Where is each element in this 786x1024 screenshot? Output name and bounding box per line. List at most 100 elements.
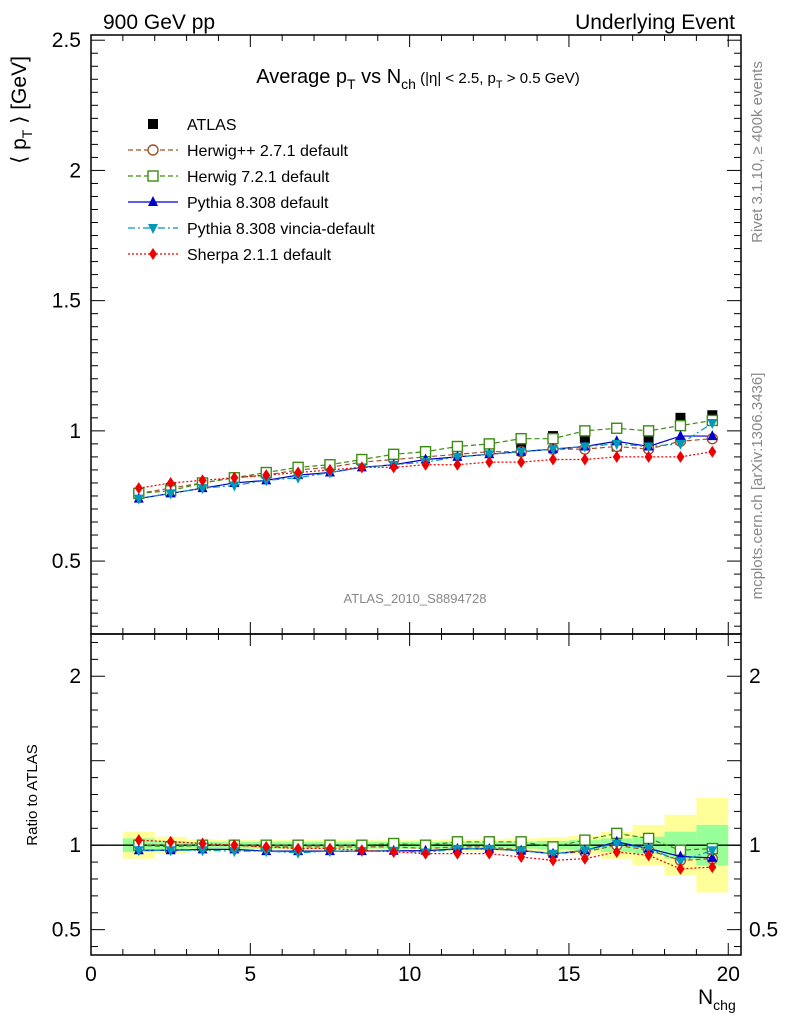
ratio-point-sherpa bbox=[612, 845, 621, 858]
legend: ATLAS Herwig++ 2.7.1 default Herwig 7.2.1 … bbox=[128, 117, 375, 264]
chart-title: Average pT vs Nch (|η| < 2.5, pT > 0.5 G… bbox=[256, 66, 580, 92]
data-point-vincia bbox=[675, 439, 686, 450]
ratio-point-vincia bbox=[707, 846, 718, 857]
ratio-point-sherpa bbox=[580, 852, 589, 865]
legend-label-herwigpp: Herwig++ 2.7.1 default bbox=[187, 143, 349, 160]
y-tick-label: 1 bbox=[69, 420, 81, 443]
ratio-point-sherpa bbox=[198, 837, 207, 850]
legend-label-vincia: Pythia 8.308 vincia-default bbox=[187, 221, 375, 238]
legend-label-herwig7: Herwig 7.2.1 default bbox=[187, 169, 330, 186]
legend-marker-data bbox=[148, 119, 158, 129]
x-tick-label: 5 bbox=[244, 963, 256, 986]
ratio-tick-label-right: 2 bbox=[749, 665, 761, 688]
data-point-vincia bbox=[293, 473, 304, 484]
data-point-herwig7 bbox=[387, 448, 400, 460]
chart-title-cut-open: (|η| < 2.5, p bbox=[416, 70, 496, 87]
data-point-pythia bbox=[675, 430, 686, 441]
data-point-atlas bbox=[675, 412, 686, 423]
ratio-point-sherpa bbox=[421, 847, 430, 860]
ratio-tick-label-left: 2 bbox=[69, 665, 81, 688]
y-axis-label-open: ⟨ p bbox=[8, 138, 31, 164]
ratio-y-axis-label: Ratio to ATLAS bbox=[24, 744, 41, 845]
legend-label-sherpa: Sherpa 2.1.1 default bbox=[187, 247, 332, 264]
data-point-sherpa bbox=[134, 482, 143, 495]
x-axis-label: Nchg bbox=[698, 986, 736, 1013]
ratio-tick-label-right: 0.5 bbox=[749, 919, 778, 942]
data-point-herwig7 bbox=[579, 425, 591, 437]
data-point-vincia bbox=[643, 442, 654, 453]
data-point-sherpa bbox=[421, 458, 430, 471]
data-point-vincia bbox=[611, 439, 622, 450]
ratio-point-sherpa bbox=[166, 835, 175, 848]
data-point-vincia bbox=[579, 442, 590, 453]
data-point-vincia bbox=[707, 419, 718, 430]
chart-title-main-sub: T bbox=[347, 76, 356, 92]
ratio-point-vincia bbox=[197, 846, 208, 857]
ratio-point-herwig7 bbox=[642, 832, 655, 845]
analysis-tag: ATLAS_2010_S8894728 bbox=[344, 591, 487, 606]
data-point-vincia bbox=[165, 489, 176, 500]
data-point-vincia bbox=[229, 481, 240, 492]
header-left: 900 GeV pp bbox=[103, 11, 215, 34]
data-point-atlas bbox=[579, 433, 590, 444]
ratio-point-vincia bbox=[611, 839, 622, 850]
ratio-point-sherpa bbox=[357, 844, 366, 857]
data-point-herwig7 bbox=[547, 432, 559, 445]
y-tick-label: 2 bbox=[69, 159, 81, 182]
ratio-point-sherpa bbox=[230, 839, 239, 852]
chart-title-vs-sub: ch bbox=[401, 76, 416, 92]
y-tick-label: 0.5 bbox=[52, 550, 81, 573]
data-point-herwig7 bbox=[674, 419, 687, 432]
data-point-sherpa bbox=[230, 471, 239, 484]
data-point-pythia bbox=[707, 430, 718, 441]
ratio-point-sherpa bbox=[453, 847, 462, 860]
data-point-herwig7 bbox=[515, 432, 527, 445]
data-point-sherpa bbox=[357, 461, 366, 474]
ratio-point-sherpa bbox=[517, 851, 526, 864]
ratio-point-sherpa bbox=[389, 845, 398, 858]
ratio-point-sherpa bbox=[134, 834, 143, 847]
data-point-vincia bbox=[452, 452, 463, 463]
x-tick-label: 10 bbox=[398, 963, 421, 986]
legend-marker-herwigpp bbox=[147, 144, 159, 156]
ratio-point-sherpa bbox=[644, 849, 653, 862]
ratio-point-sherpa bbox=[294, 842, 303, 855]
main-plot bbox=[133, 410, 719, 505]
ratio-point-vincia bbox=[165, 846, 176, 857]
y-axis-label-sub: T bbox=[19, 129, 35, 138]
ratio-point-vincia bbox=[675, 857, 686, 868]
data-point-sherpa bbox=[166, 476, 175, 489]
data-point-vincia bbox=[484, 450, 495, 461]
ratio-tick-label-left: 0.5 bbox=[52, 919, 81, 942]
chart-title-cut-sub: T bbox=[496, 79, 503, 91]
ratio-point-sherpa bbox=[549, 854, 558, 867]
data-point-sherpa bbox=[262, 469, 271, 482]
ratio-point-herwig7 bbox=[579, 834, 591, 846]
x-tick-label: 15 bbox=[557, 963, 580, 986]
data-point-sherpa bbox=[517, 456, 526, 469]
data-point-vincia bbox=[516, 447, 527, 458]
ratio-frame bbox=[90, 633, 742, 956]
legend-marker-herwig7 bbox=[147, 170, 159, 182]
data-point-sherpa bbox=[580, 453, 589, 466]
data-point-sherpa bbox=[676, 450, 685, 463]
ratio-point-vincia bbox=[229, 847, 240, 858]
data-point-vincia bbox=[133, 494, 144, 505]
data-point-sherpa bbox=[389, 461, 398, 474]
legend-label-data: ATLAS bbox=[187, 117, 237, 134]
chart-title-main: Average p bbox=[256, 66, 347, 88]
ratio-point-vincia bbox=[579, 846, 590, 857]
data-point-sherpa bbox=[485, 456, 494, 469]
chart-title-cut-close: > 0.5 GeV) bbox=[503, 70, 580, 87]
x-axis-label-main: N bbox=[698, 986, 713, 1009]
y-tick-label: 1.5 bbox=[52, 290, 81, 313]
y-axis-label-close: ⟩ [GeV] bbox=[8, 56, 31, 130]
side-text-bottom: mcplots.cern.ch [arXiv:1306.3436] bbox=[749, 373, 766, 600]
data-point-sherpa bbox=[453, 458, 462, 471]
data-point-herwig7 bbox=[451, 440, 464, 453]
data-point-sherpa bbox=[198, 474, 207, 487]
x-tick-label: 20 bbox=[717, 963, 740, 986]
ratio-tick-label-left: 1 bbox=[69, 834, 81, 857]
chart-title-vs: vs N bbox=[356, 66, 402, 88]
data-point-herwig7 bbox=[611, 422, 623, 434]
